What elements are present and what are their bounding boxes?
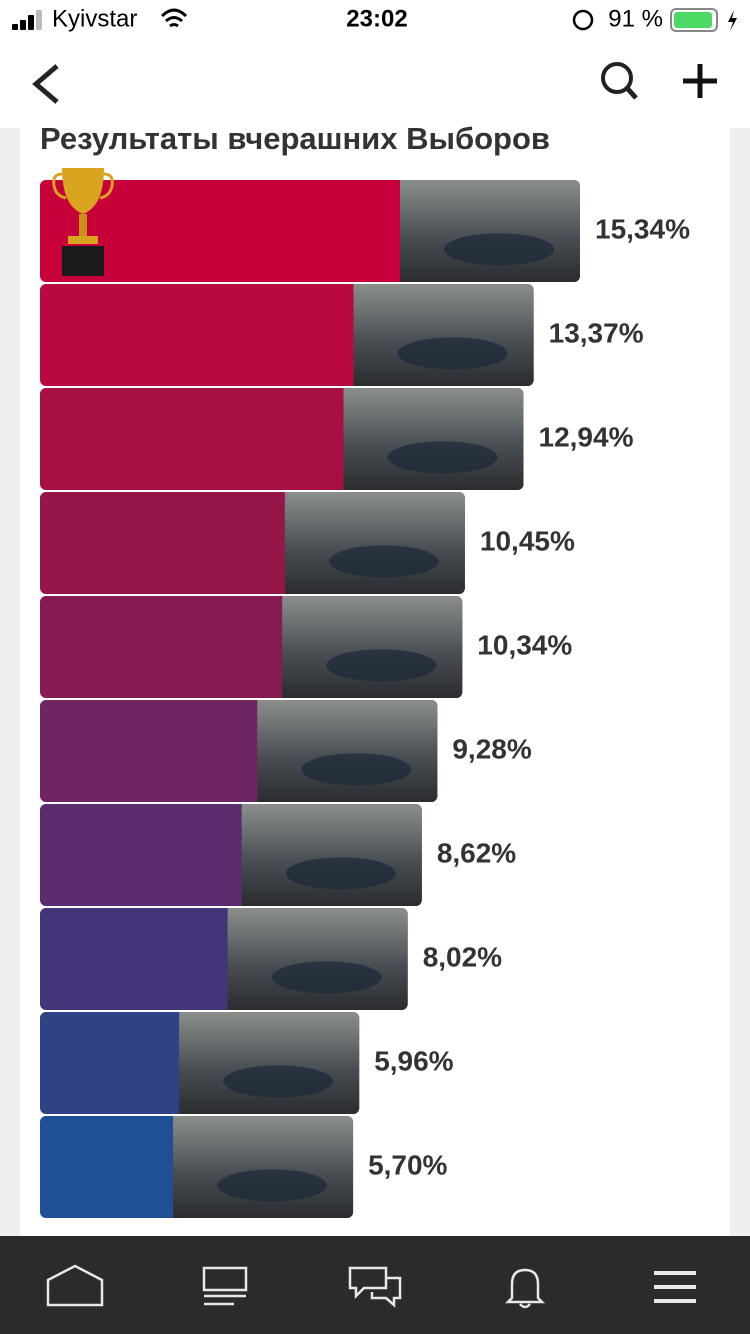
bar-photo xyxy=(227,908,408,1010)
bar-photo xyxy=(353,284,534,386)
bar-photo-car xyxy=(223,1065,334,1098)
search-button[interactable] xyxy=(601,62,638,100)
bar-photo-car xyxy=(387,441,498,474)
time: 23:02 xyxy=(346,5,407,32)
bar-photo xyxy=(241,804,422,906)
value-label: 5,96% xyxy=(374,1045,453,1076)
battery-icon xyxy=(670,8,718,32)
bar-photo xyxy=(353,284,364,386)
wifi-icon xyxy=(160,8,188,28)
battery-text: 91 % xyxy=(608,5,663,32)
bar-photo-car xyxy=(285,857,396,890)
value-label: 8,02% xyxy=(423,941,502,972)
battery-level xyxy=(674,12,712,28)
bar-photo xyxy=(257,700,268,802)
menu-tab[interactable] xyxy=(654,1271,696,1303)
lock-icon xyxy=(572,9,594,31)
bar-photo xyxy=(179,1012,190,1114)
bar-photo xyxy=(173,1116,184,1218)
bar-photo xyxy=(400,180,410,282)
value-label: 13,37% xyxy=(549,317,644,348)
signal xyxy=(12,10,42,30)
bar-photo-car xyxy=(326,649,437,682)
value-label: 10,45% xyxy=(480,525,575,556)
bar-photo xyxy=(282,596,293,698)
bar-photo xyxy=(284,492,295,594)
bar-photo xyxy=(179,1012,360,1114)
value-label: 12,94% xyxy=(539,421,634,452)
charging-icon xyxy=(728,10,737,31)
bar-photo xyxy=(343,388,354,490)
bar-photo xyxy=(343,388,524,490)
header xyxy=(0,0,750,128)
add-button[interactable] xyxy=(683,64,717,98)
notifications-tab[interactable] xyxy=(504,1268,546,1309)
value-label: 5,70% xyxy=(368,1149,447,1180)
bar-photo xyxy=(282,596,463,698)
bar-photo-car xyxy=(217,1169,328,1202)
feed-tab[interactable] xyxy=(202,1266,248,1306)
bar-photo-car xyxy=(271,961,382,994)
back-button[interactable] xyxy=(32,64,59,104)
bar-photo xyxy=(227,908,238,1010)
bar-photo xyxy=(400,180,580,282)
value-label: 10,34% xyxy=(477,629,572,660)
messages-tab[interactable] xyxy=(348,1266,402,1308)
bar-photo-car xyxy=(328,545,439,578)
bar-photo xyxy=(173,1116,354,1218)
bar-photo-car xyxy=(301,753,412,786)
bar-photo xyxy=(241,804,252,906)
bars: 15,34% 13,37% 12,94% 10,45% 10,34% 9,28% 8,62%… xyxy=(40,180,690,1218)
value-label: 15,34% xyxy=(595,213,690,244)
bar-photo-car xyxy=(397,337,508,370)
home-tab[interactable] xyxy=(46,1264,104,1307)
value-label: 8,62% xyxy=(437,837,516,868)
chart-title: Результаты вчерашних Выборов xyxy=(40,121,550,156)
value-label: 9,28% xyxy=(452,733,531,764)
carrier: Kyivstar xyxy=(52,5,137,32)
tab-bar xyxy=(0,1236,750,1334)
bar-photo-car xyxy=(444,233,554,266)
bar-photo xyxy=(257,700,438,802)
trophy xyxy=(52,168,114,276)
bar-photo xyxy=(284,492,465,594)
